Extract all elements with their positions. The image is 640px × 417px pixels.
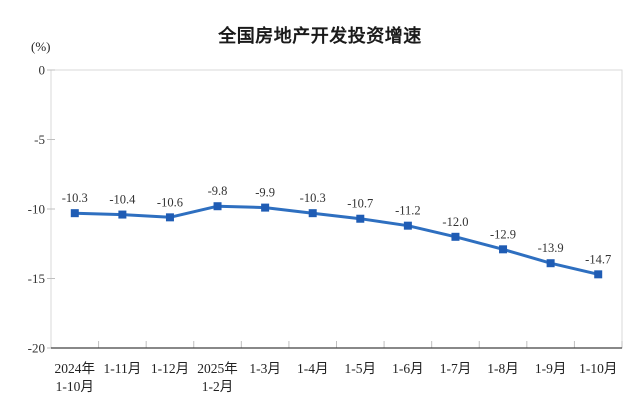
data-marker bbox=[261, 203, 270, 212]
y-axis-tick-label: 0 bbox=[39, 63, 46, 78]
y-axis-tick-label: -10 bbox=[28, 202, 45, 217]
data-label: -11.2 bbox=[395, 204, 421, 218]
x-category-label: 1-11月 bbox=[104, 361, 142, 376]
data-label: -13.9 bbox=[538, 241, 564, 255]
data-label: -12.9 bbox=[490, 227, 516, 241]
data-label: -10.4 bbox=[109, 193, 136, 207]
plot-border bbox=[50, 69, 623, 349]
data-marker bbox=[213, 202, 222, 211]
data-label: -10.3 bbox=[62, 191, 88, 205]
x-category-label: 1-12月 bbox=[151, 361, 189, 376]
x-category-label: 1-2月 bbox=[202, 379, 234, 394]
x-category-label: 2025年 bbox=[197, 361, 238, 376]
data-marker bbox=[403, 221, 412, 230]
data-line bbox=[73, 204, 600, 276]
x-category-label: 2024年 bbox=[55, 361, 96, 376]
data-marker bbox=[308, 209, 317, 218]
x-category-label: 1-6月 bbox=[392, 361, 424, 376]
data-marker bbox=[165, 213, 174, 222]
data-label: -9.8 bbox=[208, 184, 228, 198]
x-category-label: 1-3月 bbox=[249, 361, 281, 376]
chart-title: 全国房地产开发投资增速 bbox=[218, 26, 422, 46]
data-label: -9.9 bbox=[255, 186, 275, 200]
x-category-label: 1-9月 bbox=[535, 361, 567, 376]
data-marker bbox=[594, 270, 603, 279]
x-category-label: 1-4月 bbox=[297, 361, 329, 376]
x-category-label: 1-10月 bbox=[56, 379, 94, 394]
data-marker bbox=[70, 209, 79, 218]
x-category-label: 1-10月 bbox=[579, 361, 617, 376]
x-category-label: 1-7月 bbox=[440, 361, 472, 376]
data-label: -12.0 bbox=[442, 215, 468, 229]
y-axis-tick-label: -20 bbox=[28, 341, 45, 356]
data-label: -14.7 bbox=[585, 252, 611, 266]
y-axis-unit-label: (%) bbox=[31, 39, 51, 54]
x-category-label: 1-8月 bbox=[487, 361, 519, 376]
data-marker bbox=[546, 259, 555, 268]
data-label: -10.3 bbox=[300, 191, 326, 205]
y-axis-tick-label: -15 bbox=[28, 271, 45, 286]
y-axis-tick-label: -5 bbox=[34, 132, 45, 147]
x-category-label: 1-5月 bbox=[345, 361, 377, 376]
data-marker bbox=[356, 214, 365, 223]
data-label: -10.7 bbox=[347, 197, 373, 211]
data-marker bbox=[451, 232, 460, 241]
data-label: -10.6 bbox=[157, 195, 183, 209]
data-marker bbox=[118, 210, 127, 219]
data-marker bbox=[499, 245, 508, 254]
